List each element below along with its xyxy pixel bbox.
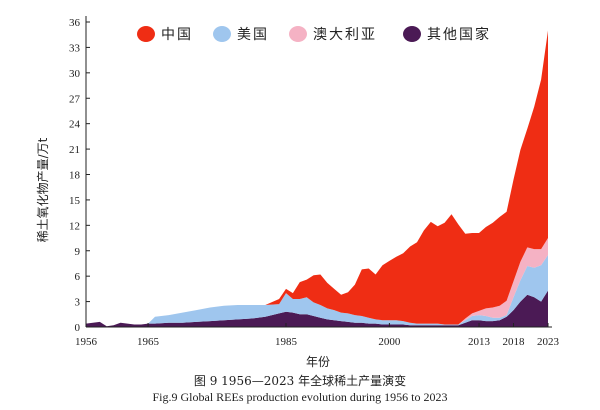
- legend-swatch: [137, 26, 155, 42]
- y-tick-label: 0: [75, 322, 81, 334]
- y-tick-label: 12: [69, 220, 80, 232]
- figure-caption-chinese: 图 9 1956—2023 年全球稀土产量演变: [193, 374, 407, 388]
- axes: [85, 16, 552, 328]
- legend-item: 其他国家: [403, 26, 491, 43]
- x-tick-label: 2000: [378, 336, 401, 348]
- legend-label: 中国: [161, 27, 193, 43]
- x-tick-label: 1956: [75, 336, 98, 348]
- legend-item: 中国: [137, 26, 193, 43]
- x-tick-label: 2018: [503, 336, 526, 348]
- series-areas: [86, 30, 548, 327]
- x-tick-label: 2023: [537, 336, 560, 348]
- legend-label: 其他国家: [427, 26, 491, 43]
- y-tick-label: 24: [69, 119, 81, 131]
- legend-label: 美国: [237, 27, 269, 43]
- legend-swatch: [403, 26, 421, 42]
- legend-swatch: [289, 26, 307, 42]
- area-series-0: [86, 290, 548, 327]
- legend-swatch: [213, 26, 231, 42]
- y-tick-label: 33: [69, 42, 81, 54]
- y-tick-label: 6: [75, 271, 81, 283]
- x-tick-labels: 1956 1965 1985 2000 2013 2018 2023: [75, 336, 560, 348]
- legend-label: 澳大利亚: [313, 27, 377, 43]
- legend: 中国 美国 澳大利亚 其他国家: [137, 26, 491, 43]
- y-tick-label: 15: [69, 195, 81, 207]
- y-tick-label: 36: [69, 17, 81, 29]
- area-series-1: [86, 255, 548, 327]
- y-tick-label: 3: [75, 297, 81, 309]
- y-tick-label: 27: [69, 93, 81, 105]
- x-tick-label: 1965: [137, 336, 160, 348]
- y-tick-label: 30: [69, 68, 81, 80]
- y-tick-label: 9: [75, 246, 81, 258]
- figure-caption-english: Fig.9 Global REEs production evolution d…: [152, 390, 448, 404]
- x-tick-label: 1985: [275, 336, 298, 348]
- y-tick-label: 21: [69, 144, 80, 156]
- area-series-3: [86, 30, 548, 327]
- legend-item: 澳大利亚: [289, 26, 377, 43]
- legend-item: 美国: [213, 26, 269, 43]
- y-tick-label: 18: [69, 170, 81, 182]
- y-axis-label: 稀土氧化物产量/万t: [36, 137, 50, 242]
- x-axis-label: 年份: [306, 355, 330, 369]
- x-tick-label: 2013: [468, 336, 491, 348]
